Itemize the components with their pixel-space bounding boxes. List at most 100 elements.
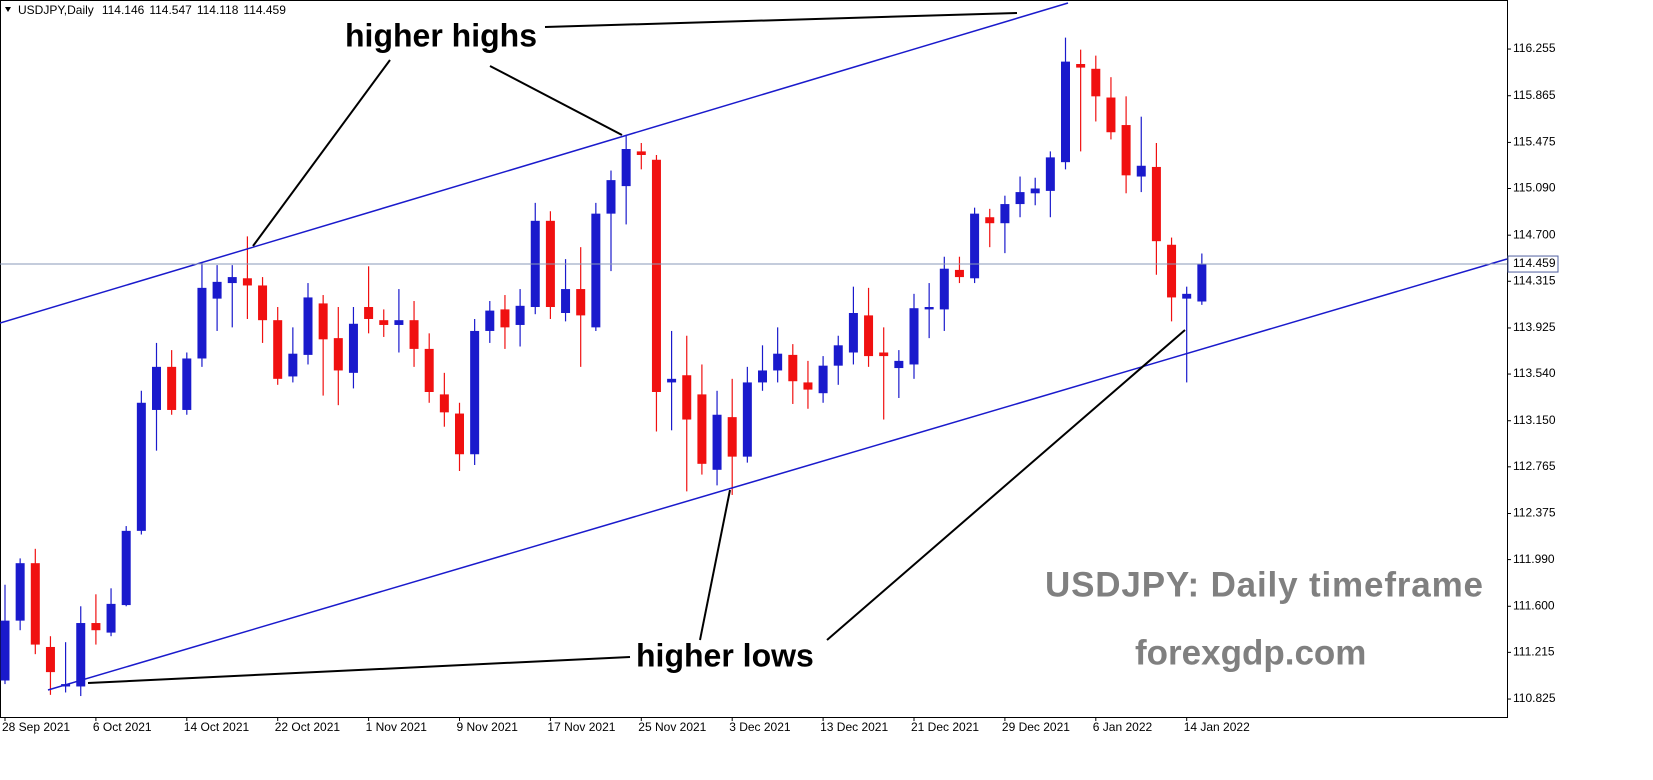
candle-body: [1091, 68, 1101, 97]
candle-body: [606, 180, 616, 214]
candle-body: [954, 269, 964, 278]
candle-body: [727, 417, 737, 457]
candle-body: [167, 366, 177, 410]
candle-body: [1106, 97, 1116, 133]
y-tick-label: 111.600: [1513, 598, 1555, 612]
y-tick-label: 114.700: [1513, 227, 1556, 241]
menu-arrow[interactable]: [5, 7, 11, 12]
candle-body: [1045, 157, 1055, 191]
current-price-box: [1507, 255, 1559, 273]
candle-body: [197, 287, 207, 359]
candle-body: [1182, 293, 1192, 299]
symbol: USDJPY,Daily: [18, 3, 94, 17]
x-tick-label: 22 Oct 2021: [275, 720, 341, 734]
candle-body: [667, 378, 677, 383]
upper-trendline: [0, 2, 1069, 324]
candle-body: [30, 563, 40, 645]
x-tick-label: 14 Jan 2022: [1184, 720, 1250, 734]
y-tick-label: 115.090: [1513, 181, 1556, 195]
x-tick-label: 6 Jan 2022: [1093, 720, 1153, 734]
x-tick-label: 17 Nov 2021: [547, 720, 615, 734]
candle-body: [576, 289, 586, 316]
candle-body: [788, 354, 798, 382]
candle-body: [424, 348, 434, 392]
candle-body: [91, 623, 101, 631]
x-tick-label: 1 Nov 2021: [366, 720, 428, 734]
x-tick-label: 14 Oct 2021: [184, 720, 250, 734]
candle-body: [242, 278, 252, 286]
y-tick-label: 110.825: [1513, 691, 1556, 705]
candle-body: [924, 307, 934, 310]
candle-body: [439, 394, 449, 413]
candle-body: [379, 320, 389, 325]
candle-body: [879, 352, 889, 357]
pointer-line: [87, 656, 631, 684]
candle-body: [636, 151, 646, 155]
candle-body: [848, 312, 858, 353]
pointer-line: [252, 59, 391, 247]
y-tick-label: 114.315: [1513, 273, 1556, 287]
candle-body: [697, 394, 707, 464]
candle-body: [682, 375, 692, 420]
y-tick-label: 115.865: [1513, 88, 1556, 102]
x-tick-label: 9 Nov 2021: [457, 720, 519, 734]
candle-body: [364, 307, 374, 319]
candle-body: [485, 310, 495, 331]
candle-body: [227, 277, 237, 284]
candle-body: [273, 320, 283, 379]
candle-body: [455, 413, 464, 455]
pointer-line: [544, 12, 1018, 28]
x-tick-label: 6 Oct 2021: [93, 720, 152, 734]
candles: [0, 37, 1207, 697]
pointer-line: [826, 329, 1186, 641]
candle-body: [76, 623, 86, 687]
candle-body: [712, 414, 722, 470]
candle-body: [394, 320, 404, 325]
candle-body: [939, 268, 949, 310]
x-tick-label: 21 Dec 2021: [911, 720, 979, 734]
candle-body: [182, 358, 192, 410]
candle-body: [1151, 166, 1161, 242]
candle-body: [1121, 125, 1131, 176]
candle-body: [212, 281, 222, 299]
candle-body: [318, 303, 328, 340]
candle-body: [0, 620, 10, 681]
pointer-line: [699, 489, 731, 641]
candle-body: [985, 217, 995, 224]
candle-body: [258, 285, 268, 321]
candle-body: [515, 305, 525, 325]
candle-body: [1000, 204, 1010, 224]
candle-body: [348, 323, 358, 373]
candle-body: [803, 382, 813, 390]
y-tick-label: 113.540: [1513, 366, 1556, 380]
candle-body: [333, 338, 343, 371]
candle-body: [470, 330, 480, 455]
y-tick-label: 112.375: [1513, 506, 1556, 520]
candle-body: [1167, 244, 1177, 298]
candle-body: [742, 382, 752, 457]
candle-body: [45, 646, 55, 673]
ohlc-open: 114.146: [102, 3, 145, 17]
chart-header: USDJPY,Daily 114.146 114.547 114.118 114.459: [18, 3, 286, 17]
candle-body: [1030, 188, 1040, 194]
candle-body: [409, 320, 419, 349]
candle-body: [136, 402, 146, 531]
candle-body: [121, 530, 131, 606]
candle-body: [303, 297, 313, 355]
candle-body: [818, 365, 828, 394]
candle-body: [833, 345, 843, 366]
candle-body: [1136, 165, 1146, 177]
candle-body: [909, 308, 919, 365]
candle-body: [970, 213, 980, 279]
y-tick-label: 113.150: [1513, 413, 1556, 427]
candle-body: [651, 159, 661, 392]
pointers: [87, 12, 1186, 684]
current-price-label: 114.459: [1513, 256, 1556, 270]
y-tick-label: 115.475: [1513, 135, 1556, 149]
ohlc-close: 114.459: [243, 3, 286, 17]
x-tick-label: 3 Dec 2021: [729, 720, 791, 734]
candle-body: [561, 289, 571, 313]
lower-trendline: [47, 258, 1508, 691]
